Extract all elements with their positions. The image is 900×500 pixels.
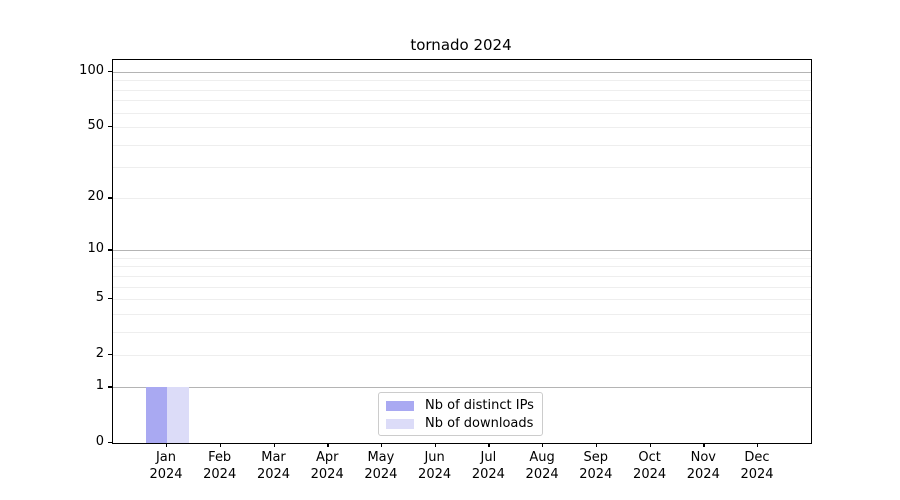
gridline-minor [113,331,811,333]
gridline-minor [113,275,811,277]
x-tick-label: May 2024 [349,449,413,483]
gridline-minor [113,144,811,146]
x-tick-mark [595,443,598,448]
x-tick-year: 2024 [203,467,237,482]
x-tick-mark [166,443,168,448]
x-tick-mark [757,443,759,448]
gridline-minor [113,257,811,259]
legend-label: Nb of downloads [425,416,534,431]
y-tick-label: 0 [95,434,104,449]
x-tick-mark [219,443,222,448]
chart-title: tornado 2024 [410,36,512,54]
x-tick-month: Oct [638,450,661,465]
y-tick-label: 1 [95,378,104,394]
x-tick-label: Jan 2024 [134,449,198,483]
x-tick-month: Jul [480,450,497,465]
y-tick-mark [108,71,112,73]
bar-nb-of-distinct-ips [145,387,167,443]
x-tick-month: Feb [208,450,232,465]
gridline-major [113,72,811,73]
bar-nb-of-downloads [167,387,189,443]
x-tick-year: 2024 [471,467,505,482]
legend-label: Nb of distinct IPs [425,398,534,413]
gridline-minor [113,354,811,356]
y-tick-mark [108,197,112,199]
x-tick-year: 2024 [364,467,398,482]
y-tick-mark [108,442,112,444]
x-tick-mark [488,443,490,448]
y-tick-mark [108,249,112,251]
x-tick-year: 2024 [686,467,720,482]
x-tick-year: 2024 [418,467,452,482]
y-tick-mark [108,298,112,300]
x-tick-mark [380,443,383,448]
gridline-major [113,250,811,252]
gridline-minor [113,80,811,82]
y-tick-label: 100 [79,63,104,78]
x-tick-label: Oct 2024 [618,449,682,483]
x-tick-mark [434,443,436,448]
y-tick-label: 20 [87,189,104,205]
gridline-minor [113,100,811,102]
x-tick-year: 2024 [149,467,183,482]
x-tick-month: Aug [529,450,555,465]
gridline-minor [113,198,811,200]
x-tick-year: 2024 [579,467,613,482]
x-tick-year: 2024 [310,467,344,482]
y-tick-mark [108,353,112,356]
x-tick-month: Jan [155,450,177,465]
x-tick-mark [327,443,329,448]
gridline-minor [113,112,811,114]
x-tick-month: May [367,450,395,465]
x-tick-mark [649,443,651,448]
x-tick-month: Sep [583,450,609,465]
x-tick-label: Aug 2024 [510,449,574,483]
gridline-minor [113,286,811,288]
x-tick-month: Mar [261,450,286,465]
x-tick-month: Dec [744,450,770,465]
plot-area [112,59,812,444]
legend-swatch [386,401,414,411]
x-tick-mark [542,443,544,448]
gridline-minor [113,89,811,91]
y-tick-mark [108,125,112,128]
x-tick-label: Nov 2024 [671,449,735,483]
gridline-minor [113,166,811,168]
y-tick-label: 50 [87,117,104,133]
x-tick-year: 2024 [525,467,559,482]
x-tick-label: Sep 2024 [564,449,628,483]
x-tick-label: Feb 2024 [188,449,252,483]
x-tick-label: Dec 2024 [725,449,789,483]
x-tick-month: Nov [690,450,716,465]
x-tick-year: 2024 [740,467,774,482]
x-tick-month: Apr [315,450,339,465]
legend-row: Nb of distinct IPs [386,397,536,415]
x-tick-mark [273,443,275,448]
gridline-minor [113,266,811,268]
y-tick-label: 2 [95,345,104,361]
x-tick-mark [703,443,705,448]
y-tick-mark [108,386,112,388]
x-tick-label: Jun 2024 [403,449,467,483]
y-tick-label: 5 [95,290,104,305]
gridline-minor [113,126,811,128]
gridline-minor [113,299,811,300]
x-tick-label: Jul 2024 [456,449,520,483]
y-tick-label: 10 [87,241,104,257]
x-tick-month: Jun [424,450,445,465]
gridline-minor [113,313,811,315]
x-tick-label: Mar 2024 [242,449,306,483]
legend: Nb of distinct IPs Nb of downloads [378,392,543,436]
legend-swatch [386,419,414,429]
x-tick-year: 2024 [256,467,291,482]
gridline-major [113,387,811,389]
x-tick-label: Apr 2024 [295,449,359,483]
legend-row: Nb of downloads [386,415,536,433]
x-tick-year: 2024 [633,467,667,482]
